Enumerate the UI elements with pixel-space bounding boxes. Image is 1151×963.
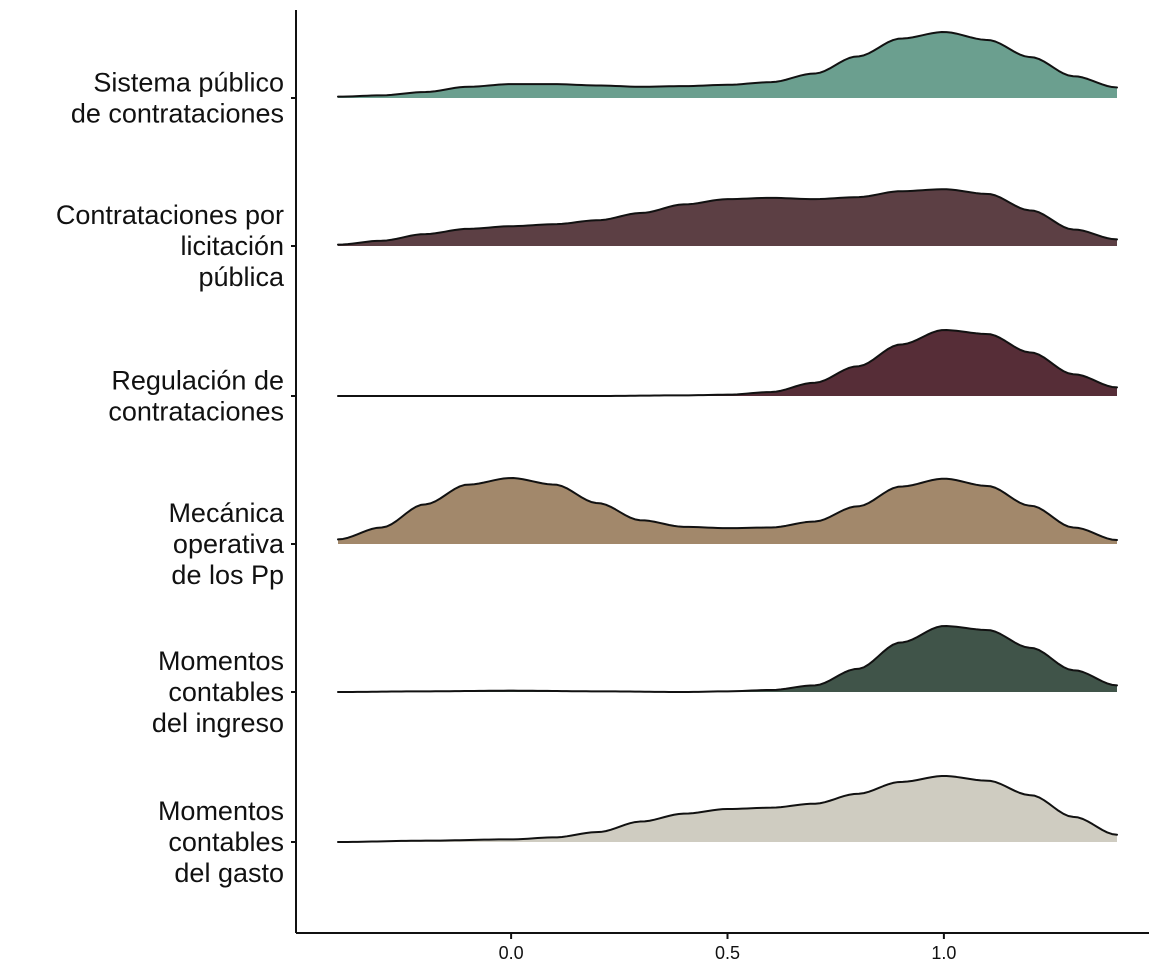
category-label-line: Mecánica [168, 498, 285, 528]
ridge-series [337, 775, 1118, 843]
category-label-line: Sistema público [93, 68, 284, 98]
category-label-line: Contrataciones por [56, 200, 284, 230]
x-tick-label: 1.0 [931, 943, 956, 963]
ridge-series [337, 31, 1118, 98]
ridge-area [338, 32, 1117, 98]
x-tick-label: 0.5 [715, 943, 740, 963]
category-label-line: licitación [180, 231, 284, 261]
category-label: Contrataciones por licitación pública [56, 200, 285, 292]
ridge-density-line [337, 477, 1118, 542]
category-label-line: de los Pp [171, 560, 284, 590]
category-label-line: Regulación de [111, 366, 284, 396]
category-label-line: contrataciones [108, 397, 284, 427]
category-label-line: de contrataciones [71, 99, 284, 129]
ridge-series [337, 625, 1118, 693]
category-label-line: Momentos [158, 646, 284, 676]
category-label-line: contables [168, 827, 284, 857]
ridge-area [338, 330, 1117, 396]
category-label: Momentos contables del gasto [158, 796, 284, 888]
category-label: Momentos contables del ingreso [152, 646, 284, 738]
category-label-line: del gasto [174, 858, 284, 888]
ridge-series [337, 329, 1118, 397]
ridge-density-line [337, 625, 1118, 693]
category-label-line: pública [198, 262, 285, 292]
category-label-line: contables [168, 677, 284, 707]
ridge-series [337, 477, 1118, 544]
ridge-density-line [337, 329, 1118, 397]
ridge-series [337, 188, 1118, 246]
ridge-area [338, 626, 1117, 692]
category-label: Regulación de contrataciones [108, 366, 284, 427]
x-tick-label: 0.0 [499, 943, 524, 963]
ridge-density-line [337, 775, 1118, 843]
category-label-line: del ingreso [152, 708, 284, 738]
ridge-area [338, 478, 1117, 544]
category-label-line: operativa [173, 529, 285, 559]
category-label-line: Momentos [158, 796, 284, 826]
ridge-area [338, 189, 1117, 246]
category-label: Sistema público de contrataciones [71, 68, 284, 129]
ridge-density-line [337, 31, 1118, 98]
category-label: Mecánica operativa de los Pp [168, 498, 285, 590]
ridge-density-line [337, 188, 1118, 246]
